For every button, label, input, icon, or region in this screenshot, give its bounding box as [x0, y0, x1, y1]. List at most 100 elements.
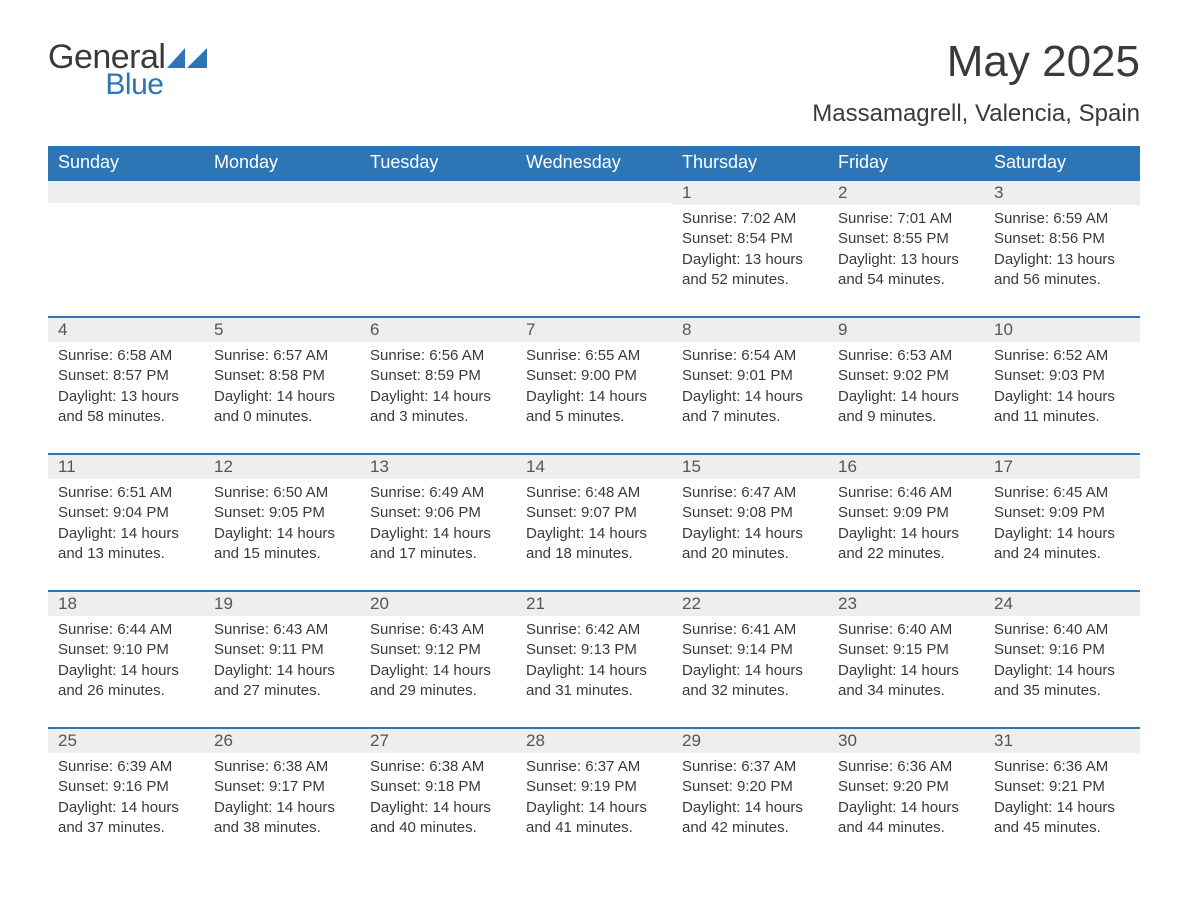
day-data-cell: Sunrise: 6:36 AMSunset: 9:21 PMDaylight:… [984, 753, 1140, 864]
week-number-row: 123 [48, 180, 1140, 205]
day-number: 30 [828, 729, 984, 753]
weekday-header: Saturday [984, 146, 1140, 180]
day-data-cell: Sunrise: 6:40 AMSunset: 9:16 PMDaylight:… [984, 616, 1140, 728]
sunset-line: Sunset: 9:03 PM [994, 366, 1130, 386]
sunrise-line: Sunrise: 6:38 AM [214, 757, 350, 777]
day-cell [516, 180, 672, 205]
week-data-row: Sunrise: 7:02 AMSunset: 8:54 PMDaylight:… [48, 205, 1140, 317]
week-data-row: Sunrise: 6:44 AMSunset: 9:10 PMDaylight:… [48, 616, 1140, 728]
day-data-cell: Sunrise: 7:01 AMSunset: 8:55 PMDaylight:… [828, 205, 984, 317]
day-number: 20 [360, 592, 516, 616]
day-data: Sunrise: 6:48 AMSunset: 9:07 PMDaylight:… [516, 479, 672, 590]
day-number: 17 [984, 455, 1140, 479]
day-data: Sunrise: 6:46 AMSunset: 9:09 PMDaylight:… [828, 479, 984, 590]
daylight-line: Daylight: 14 hours and 40 minutes. [370, 798, 506, 839]
daylight-line: Daylight: 14 hours and 26 minutes. [58, 661, 194, 702]
sunrise-line: Sunrise: 6:45 AM [994, 483, 1130, 503]
sunrise-line: Sunrise: 6:38 AM [370, 757, 506, 777]
sunrise-line: Sunrise: 6:39 AM [58, 757, 194, 777]
sunrise-line: Sunrise: 6:43 AM [214, 620, 350, 640]
day-data-cell [360, 205, 516, 317]
day-cell [204, 180, 360, 205]
day-number: 25 [48, 729, 204, 753]
daylight-line: Daylight: 14 hours and 38 minutes. [214, 798, 350, 839]
weekday-header: Thursday [672, 146, 828, 180]
sunset-line: Sunset: 9:11 PM [214, 640, 350, 660]
day-data-cell: Sunrise: 6:37 AMSunset: 9:20 PMDaylight:… [672, 753, 828, 864]
day-data: Sunrise: 6:59 AMSunset: 8:56 PMDaylight:… [984, 205, 1140, 316]
day-data [48, 205, 204, 305]
day-data-cell: Sunrise: 7:02 AMSunset: 8:54 PMDaylight:… [672, 205, 828, 317]
day-number: 23 [828, 592, 984, 616]
day-cell: 16 [828, 454, 984, 479]
page-title: May 2025 [812, 40, 1140, 84]
day-data: Sunrise: 6:55 AMSunset: 9:00 PMDaylight:… [516, 342, 672, 453]
day-data-cell: Sunrise: 6:45 AMSunset: 9:09 PMDaylight:… [984, 479, 1140, 591]
sunrise-line: Sunrise: 6:44 AM [58, 620, 194, 640]
sunset-line: Sunset: 9:12 PM [370, 640, 506, 660]
sunset-line: Sunset: 9:18 PM [370, 777, 506, 797]
day-data-cell: Sunrise: 6:36 AMSunset: 9:20 PMDaylight:… [828, 753, 984, 864]
day-data: Sunrise: 6:57 AMSunset: 8:58 PMDaylight:… [204, 342, 360, 453]
day-number [204, 181, 360, 203]
day-data [516, 205, 672, 305]
sunset-line: Sunset: 9:09 PM [994, 503, 1130, 523]
day-number: 11 [48, 455, 204, 479]
day-data: Sunrise: 6:44 AMSunset: 9:10 PMDaylight:… [48, 616, 204, 727]
day-number: 6 [360, 318, 516, 342]
day-data: Sunrise: 6:40 AMSunset: 9:15 PMDaylight:… [828, 616, 984, 727]
daylight-line: Daylight: 14 hours and 13 minutes. [58, 524, 194, 565]
day-number: 14 [516, 455, 672, 479]
sunrise-line: Sunrise: 6:40 AM [838, 620, 974, 640]
sunset-line: Sunset: 9:16 PM [994, 640, 1130, 660]
sunrise-line: Sunrise: 6:59 AM [994, 209, 1130, 229]
sunset-line: Sunset: 9:10 PM [58, 640, 194, 660]
sunset-line: Sunset: 9:19 PM [526, 777, 662, 797]
day-data-cell [516, 205, 672, 317]
sunrise-line: Sunrise: 6:55 AM [526, 346, 662, 366]
day-cell: 29 [672, 728, 828, 753]
daylight-line: Daylight: 14 hours and 7 minutes. [682, 387, 818, 428]
day-cell [360, 180, 516, 205]
day-cell: 11 [48, 454, 204, 479]
day-data: Sunrise: 6:52 AMSunset: 9:03 PMDaylight:… [984, 342, 1140, 453]
day-data [204, 205, 360, 305]
sunrise-line: Sunrise: 6:37 AM [682, 757, 818, 777]
day-data: Sunrise: 6:38 AMSunset: 9:18 PMDaylight:… [360, 753, 516, 864]
week-number-row: 11121314151617 [48, 454, 1140, 479]
day-data-cell: Sunrise: 6:43 AMSunset: 9:11 PMDaylight:… [204, 616, 360, 728]
daylight-line: Daylight: 14 hours and 5 minutes. [526, 387, 662, 428]
weekday-header-row: Sunday Monday Tuesday Wednesday Thursday… [48, 146, 1140, 180]
day-data: Sunrise: 7:02 AMSunset: 8:54 PMDaylight:… [672, 205, 828, 316]
day-number: 7 [516, 318, 672, 342]
day-data: Sunrise: 6:43 AMSunset: 9:12 PMDaylight:… [360, 616, 516, 727]
logo-text: General Blue [48, 40, 165, 100]
day-data-cell: Sunrise: 6:49 AMSunset: 9:06 PMDaylight:… [360, 479, 516, 591]
sunrise-line: Sunrise: 6:43 AM [370, 620, 506, 640]
day-cell: 28 [516, 728, 672, 753]
sunset-line: Sunset: 9:02 PM [838, 366, 974, 386]
day-number: 18 [48, 592, 204, 616]
day-data-cell: Sunrise: 6:38 AMSunset: 9:18 PMDaylight:… [360, 753, 516, 864]
sunrise-line: Sunrise: 6:49 AM [370, 483, 506, 503]
day-data-cell: Sunrise: 6:51 AMSunset: 9:04 PMDaylight:… [48, 479, 204, 591]
day-data: Sunrise: 7:01 AMSunset: 8:55 PMDaylight:… [828, 205, 984, 316]
day-data: Sunrise: 6:49 AMSunset: 9:06 PMDaylight:… [360, 479, 516, 590]
daylight-line: Daylight: 14 hours and 3 minutes. [370, 387, 506, 428]
daylight-line: Daylight: 14 hours and 15 minutes. [214, 524, 350, 565]
day-cell: 4 [48, 317, 204, 342]
day-data: Sunrise: 6:41 AMSunset: 9:14 PMDaylight:… [672, 616, 828, 727]
sunrise-line: Sunrise: 6:47 AM [682, 483, 818, 503]
day-cell: 7 [516, 317, 672, 342]
daylight-line: Daylight: 14 hours and 42 minutes. [682, 798, 818, 839]
week-data-row: Sunrise: 6:39 AMSunset: 9:16 PMDaylight:… [48, 753, 1140, 864]
daylight-line: Daylight: 14 hours and 32 minutes. [682, 661, 818, 702]
sunrise-line: Sunrise: 6:41 AM [682, 620, 818, 640]
day-cell: 24 [984, 591, 1140, 616]
sunset-line: Sunset: 9:20 PM [838, 777, 974, 797]
day-data: Sunrise: 6:36 AMSunset: 9:20 PMDaylight:… [828, 753, 984, 864]
sunset-line: Sunset: 9:08 PM [682, 503, 818, 523]
day-cell: 18 [48, 591, 204, 616]
sunrise-line: Sunrise: 6:50 AM [214, 483, 350, 503]
daylight-line: Daylight: 13 hours and 56 minutes. [994, 250, 1130, 291]
